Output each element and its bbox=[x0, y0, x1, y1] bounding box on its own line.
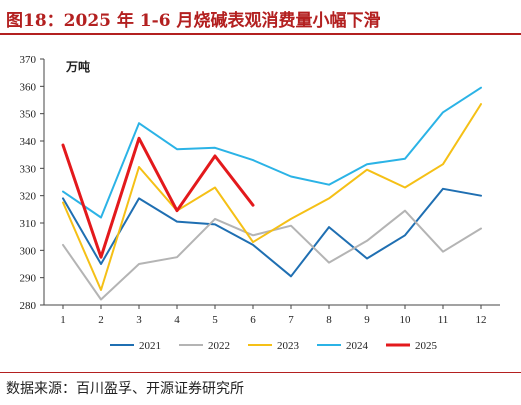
x-tick-label: 2 bbox=[98, 314, 104, 326]
x-tick-label: 4 bbox=[174, 314, 180, 326]
source-note: 数据来源：百川盈孚、开源证券研究所 bbox=[6, 381, 244, 397]
series-line-2023 bbox=[62, 103, 482, 291]
chart-legend: 2021 2022 2023 2024 2025 bbox=[110, 340, 438, 352]
legend-label-2022: 2022 bbox=[208, 340, 230, 352]
source-divider bbox=[0, 372, 521, 373]
x-tick-label: 9 bbox=[364, 314, 370, 326]
y-tick-label: 360 bbox=[20, 81, 37, 93]
y-tick-label: 350 bbox=[20, 109, 37, 121]
y-tick-label: 370 bbox=[20, 54, 37, 66]
page-title: 图18：2025 年 1-6 月烧碱表观消费量小幅下滑 bbox=[6, 11, 381, 31]
x-tick-label: 1 bbox=[60, 314, 66, 326]
legend-label-2025: 2025 bbox=[415, 340, 438, 352]
legend-label-2021: 2021 bbox=[139, 340, 161, 352]
chart-axes bbox=[43, 59, 500, 306]
x-tick-label: 12 bbox=[476, 314, 487, 326]
x-tick-label: 7 bbox=[288, 314, 294, 326]
series-line-2024 bbox=[62, 86, 482, 219]
x-tick-label: 8 bbox=[326, 314, 332, 326]
series-line-2021 bbox=[62, 187, 482, 278]
series-line-2022 bbox=[62, 209, 482, 301]
series-line-2025 bbox=[61, 136, 255, 259]
y-tick-label: 330 bbox=[20, 163, 37, 175]
y-tick-label: 320 bbox=[20, 191, 37, 203]
legend-label-2023: 2023 bbox=[277, 340, 300, 352]
x-tick-label: 6 bbox=[250, 314, 256, 326]
legend-label-2024: 2024 bbox=[346, 340, 369, 352]
y-axis-unit-label: 万吨 bbox=[65, 59, 90, 74]
x-tick-label: 10 bbox=[400, 314, 412, 326]
chart-series bbox=[61, 86, 482, 301]
x-tick-label: 11 bbox=[438, 314, 449, 326]
title-divider bbox=[0, 33, 521, 35]
y-tick-label: 300 bbox=[20, 245, 37, 257]
y-tick-label: 280 bbox=[20, 300, 37, 312]
y-axis-ticks: 280 290 300 310 320 330 340 350 360 370 bbox=[20, 54, 44, 312]
x-tick-label: 5 bbox=[212, 314, 218, 326]
y-tick-label: 340 bbox=[20, 136, 37, 148]
x-tick-label: 3 bbox=[136, 314, 142, 326]
x-axis-ticks: 1 2 3 4 5 6 7 8 9 10 11 12 bbox=[60, 305, 487, 326]
y-tick-label: 310 bbox=[20, 218, 37, 230]
y-tick-label: 290 bbox=[20, 273, 37, 285]
